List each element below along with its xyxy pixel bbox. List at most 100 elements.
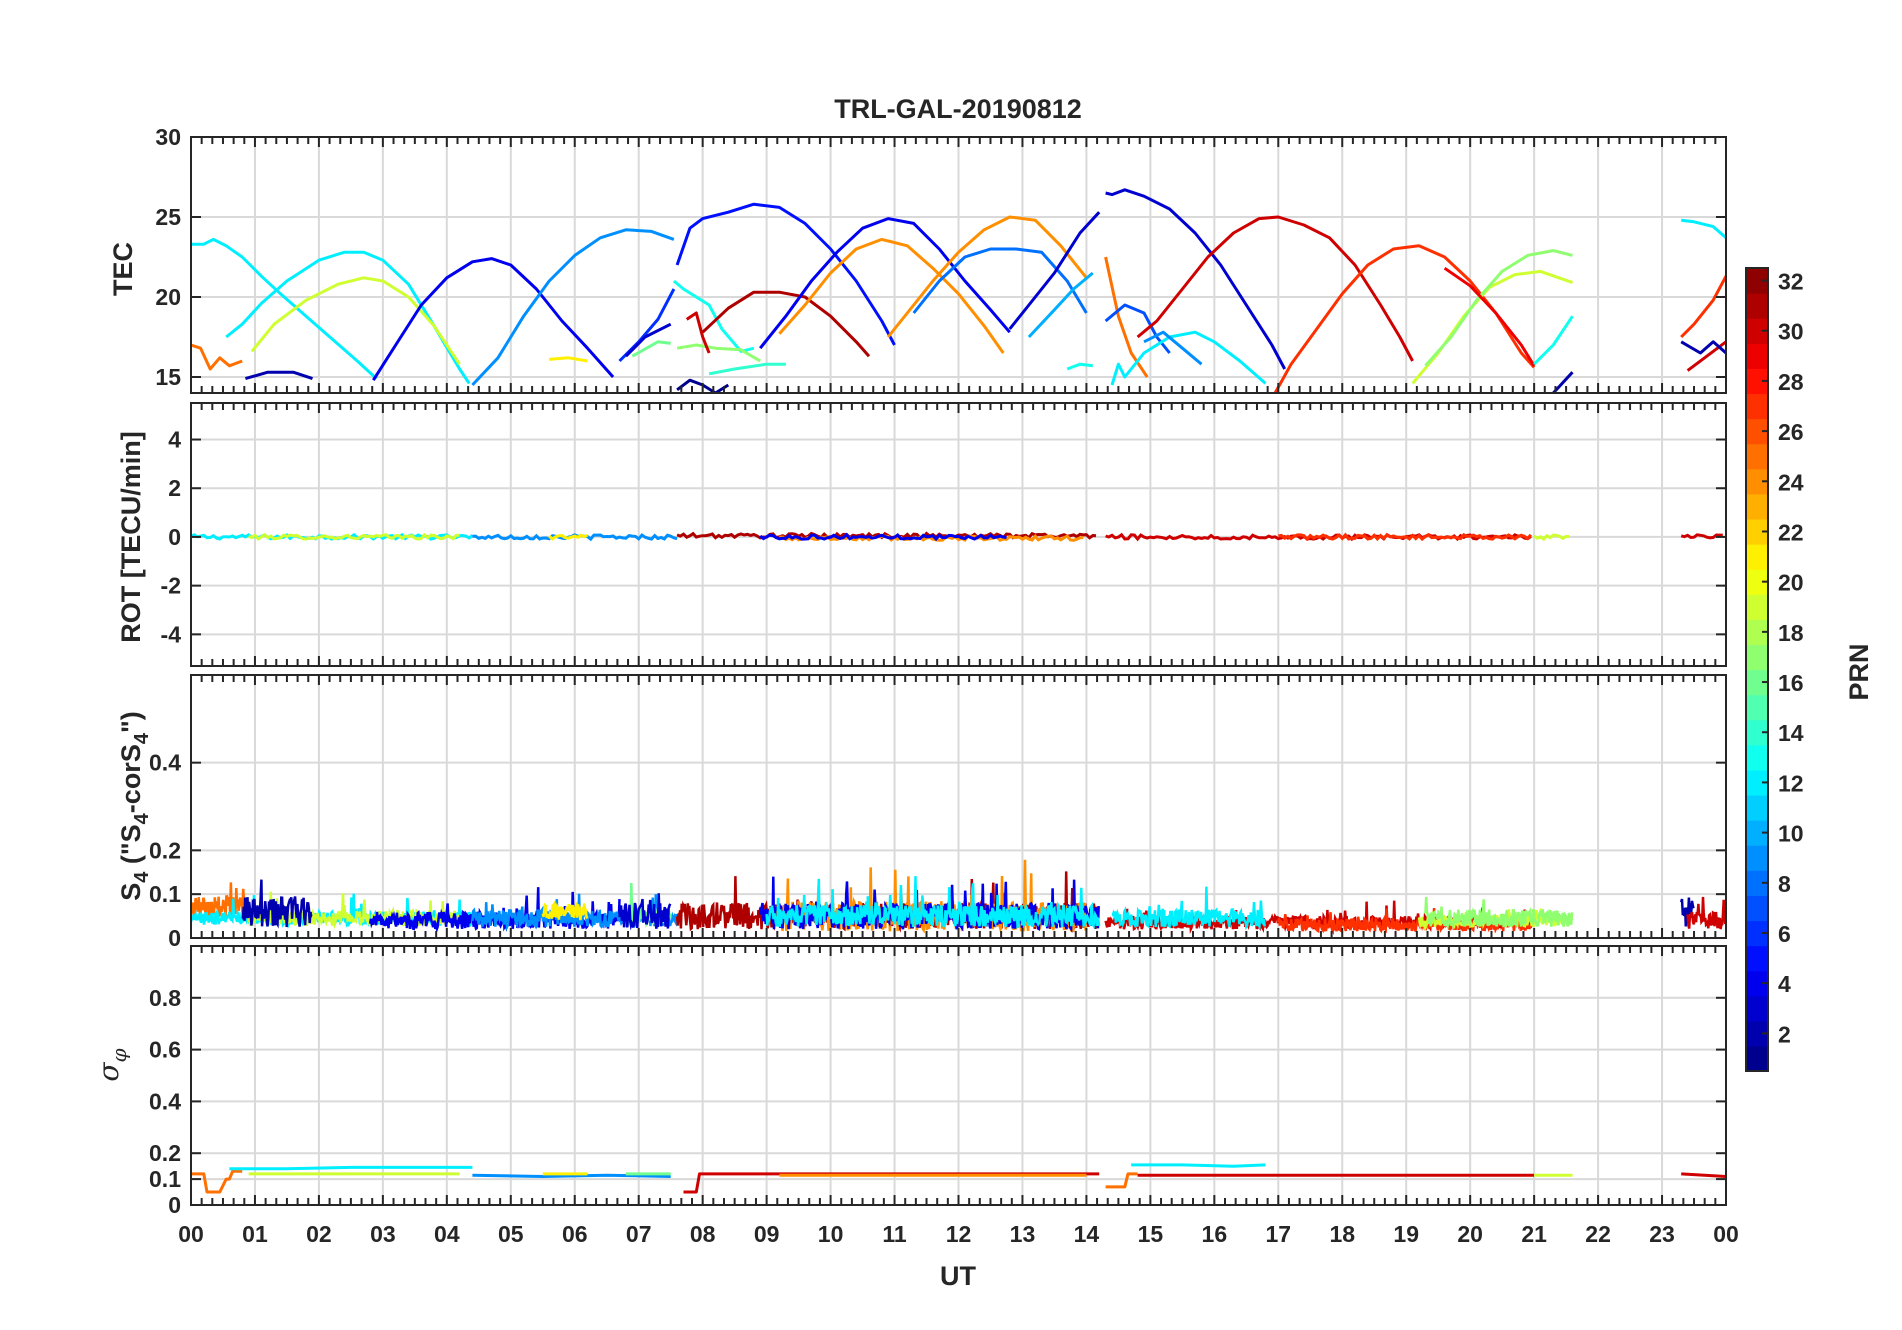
colorbar-tick-label: 10: [1778, 821, 1804, 847]
series-prn-30: [1136, 215, 1414, 362]
colorbar-segment: [1746, 443, 1768, 470]
series-prn-13: [1066, 362, 1093, 371]
y-tick-label: -4: [161, 621, 182, 647]
x-tick-label: 09: [754, 1221, 780, 1247]
series-prn-3: [1008, 211, 1101, 330]
colorbar-tick-label: 26: [1778, 419, 1804, 445]
x-tick-label: 20: [1457, 1221, 1483, 1247]
x-tick-label: 06: [562, 1221, 588, 1247]
series-prn-2: [244, 370, 313, 381]
x-tick-label: 14: [1074, 1221, 1100, 1247]
y-tick-label: 0.4: [149, 1088, 181, 1114]
series-prn-27: [1277, 908, 1536, 936]
series-prn-25: [191, 1169, 243, 1194]
colorbar-segment: [1746, 995, 1768, 1022]
x-tick-label: 04: [434, 1221, 460, 1247]
series-prn-31: [701, 290, 871, 358]
colorbar-segment: [1746, 820, 1768, 846]
colorbar-segment: [1746, 769, 1768, 796]
colorbar-segment: [1746, 870, 1768, 896]
series-prn-3: [624, 322, 672, 358]
colorbar-segment: [1746, 845, 1768, 871]
y-tick-label: 0.6: [149, 1037, 181, 1063]
x-tick-label: 15: [1138, 1221, 1164, 1247]
series-prn-2: [241, 879, 313, 929]
chart-title: TRL-GAL-20190812: [834, 94, 1082, 124]
series-group: [191, 1163, 1726, 1194]
series-prn-21: [548, 533, 589, 541]
series-prn-12: [765, 876, 1101, 930]
series-prn-21: [549, 356, 588, 363]
x-tick-label: 10: [818, 1221, 844, 1247]
panel-rot: -4 -2 0 2 4: [161, 402, 1727, 667]
colorbar-segment: [1746, 895, 1768, 922]
colorbar-segment: [1746, 619, 1768, 646]
x-tick-label: 23: [1649, 1221, 1675, 1247]
series-prn-30: [685, 311, 711, 354]
s4-axis-title: S4 ("S4-corS4"): [116, 711, 153, 901]
x-tick-label: 16: [1202, 1221, 1228, 1247]
y-tick-label: 0: [168, 524, 181, 550]
series-prn-4: [759, 217, 1011, 350]
colorbar-tick-label: 16: [1778, 670, 1804, 696]
x-axis-title: UT: [940, 1261, 976, 1291]
x-tick-label: 00: [178, 1221, 204, 1247]
series-prn-25: [1105, 1172, 1138, 1189]
series-group: [191, 188, 1726, 393]
colorbar-segment: [1746, 669, 1768, 696]
y-tick-label: 25: [155, 204, 181, 230]
y-tick-label: 2: [168, 475, 181, 501]
colorbar-segment: [1746, 1045, 1768, 1072]
x-tick-label: 22: [1585, 1221, 1611, 1247]
x-tick-label: 02: [306, 1221, 332, 1247]
colorbar-frame: [1745, 267, 1769, 1072]
colorbar-segment: [1746, 268, 1768, 294]
colorbar-segment: [1746, 368, 1768, 395]
x-tick-label: 00: [1713, 1221, 1739, 1247]
series-group: [191, 531, 1723, 543]
y-tick-label: 0.1: [149, 1166, 181, 1192]
series-prn-2: [1552, 371, 1574, 393]
series-prn-25: [1104, 256, 1149, 378]
panel-s4: 0 0.1 0.2 0.4: [149, 674, 1727, 951]
x-tick-label: 11: [882, 1221, 907, 1247]
colorbar-tick-label: 22: [1778, 519, 1804, 545]
colorbar-tick-label: 4: [1778, 971, 1791, 997]
colorbar-segment: [1746, 594, 1768, 620]
y-tick-label: 20: [155, 284, 181, 310]
colorbar-tick-label: 20: [1778, 570, 1804, 596]
colorbar-tick-label: 14: [1778, 720, 1804, 746]
colorbar-segment: [1746, 794, 1768, 821]
series-prn-24: [886, 215, 1088, 338]
series-prn-3: [618, 893, 672, 931]
colorbar-tick-label: 12: [1778, 770, 1804, 796]
series-prn-16: [631, 340, 671, 358]
y-tick-label: 0.8: [149, 985, 181, 1011]
colorbar-segment: [1746, 318, 1768, 344]
colorbar-segment: [1746, 493, 1768, 520]
panel-tec: 15 20 25 30: [155, 124, 1727, 394]
colorbar-segment: [1746, 569, 1768, 595]
series-prn-30: [1686, 896, 1726, 930]
x-tick-label: 13: [1010, 1221, 1036, 1247]
panel-sigma: 00.10.2 0.4 0.6 0.8: [149, 945, 1727, 1218]
colorbar-segment: [1746, 468, 1768, 495]
x-tick-label: 17: [1265, 1221, 1291, 1247]
series-prn-25: [191, 343, 243, 371]
x-tick-label: 07: [626, 1221, 652, 1247]
series-prn-19: [1533, 533, 1570, 542]
colorbar-tick-label: 32: [1778, 269, 1804, 295]
y-tick-label: 0.4: [149, 750, 181, 776]
series-prn-30: [1680, 533, 1723, 540]
series-group: [191, 859, 1726, 936]
y-tick-label: 0.2: [149, 1140, 181, 1166]
y-tick-label: 0.1: [149, 881, 181, 907]
colorbar-segment: [1746, 694, 1768, 721]
colorbar-segment: [1746, 1020, 1768, 1047]
x-tick-label: 08: [690, 1221, 716, 1247]
series-prn-19: [248, 532, 460, 541]
colorbar-segment: [1746, 418, 1768, 445]
colorbar-segment: [1746, 393, 1768, 420]
